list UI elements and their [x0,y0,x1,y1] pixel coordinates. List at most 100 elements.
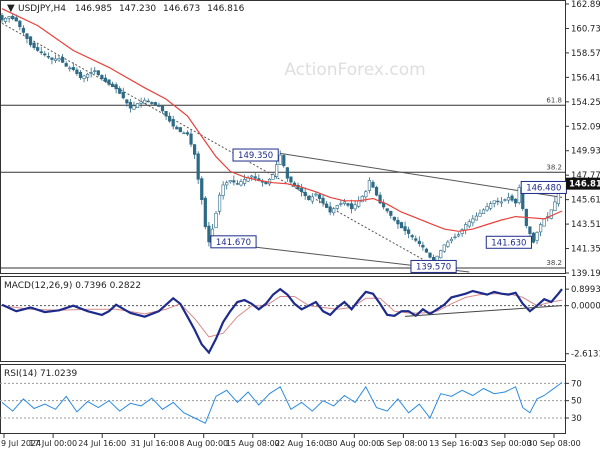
candle-body [514,198,518,204]
candle-body [82,75,86,79]
candle-body [421,244,425,248]
candle-body [335,205,339,209]
candle-body [442,244,446,252]
rsi-axis-label: 70 [571,379,582,389]
rsi-panel: RSI(14) 71.0239 [0,364,566,434]
price-axis-label: 149.930 [571,147,600,157]
candle-body [378,194,382,204]
fib-level-label: 38.2 [546,163,562,171]
candle-body [242,179,247,184]
price-header: ▼ USDJPY,H4 146.985 147.230 146.673 146.… [7,3,245,14]
rsi-label: RSI(14) 71.0239 [4,369,77,379]
time-axis-label: 23 Sep 00:00 [478,439,531,448]
candle-body [321,197,325,204]
candle-body [332,208,336,214]
candle-body [139,101,143,104]
candle-body [175,126,179,130]
price-axis-label: 139.190 [571,269,600,279]
candle-body [517,187,521,204]
candle-body [18,20,22,28]
candle-body [253,176,257,179]
price-axis-label: 143.510 [571,220,600,230]
candle-body [25,33,29,39]
candle-body [474,215,478,221]
price-trendline [280,152,563,198]
price-panel: ActionForex.com 61.8 38.2 38.2 149.350 141.… [0,0,567,274]
candle-body [349,203,354,210]
candle-body [503,199,507,201]
candle-body [275,164,279,177]
candle-body [542,218,546,227]
symbol-label: USDJPY,H4 [18,4,66,14]
price-annotation-label: 149.350 [238,151,273,161]
candle-body [43,53,47,56]
candle-body [28,36,33,46]
candle-body [189,133,193,145]
candle-body [528,226,532,234]
candle-body [424,248,429,253]
candle-body [228,180,232,183]
candle-body [7,16,11,19]
candle-body [460,229,464,234]
candle-body [214,212,218,229]
price-annotation-label: 146.480 [526,183,561,193]
fib-level-label: 38.2 [546,259,562,267]
candle-body [46,56,50,58]
price-annotation-label: 139.570 [416,262,451,272]
candle-body [121,91,125,99]
candle-body [428,252,432,258]
candle-body [496,200,500,203]
price-axis-label: 160.730 [571,24,600,34]
candle-body [282,155,286,167]
candle-body [407,229,411,234]
candle-body [232,180,236,183]
price-annotations: 149.350 141.670 139.570 146.480 141.630 [210,148,567,273]
candle-body [160,105,165,112]
candle-body [89,72,93,74]
candle-body [553,201,557,211]
rsi-axis-label: 30 [571,414,582,424]
candle-body [481,209,486,214]
current-price-tag [566,177,600,190]
price-axis-label: 156.410 [571,73,600,83]
candle-body [478,212,482,217]
price-axis-label: 145.610 [571,196,600,206]
candle-body [342,201,347,204]
candle-body [3,17,8,22]
price-annotation-label: 141.670 [216,238,251,248]
candle-body [164,110,168,117]
candle-body [96,70,100,76]
candle-body [510,195,514,201]
candle-body [346,203,350,206]
candle-body [185,132,190,135]
candle-body [403,226,407,232]
price-annotation-label: 141.630 [491,238,526,248]
rsi-panel-frame [0,364,566,434]
open-value: 146.985 [75,4,112,14]
candle-body [39,51,43,54]
candle-body [225,182,229,186]
price-axis-label: 152.090 [571,122,600,132]
candle-body [392,216,396,221]
macd-axis-label: -2.6131 [571,350,600,360]
candle-body [100,75,104,80]
candle-body [193,144,197,155]
candle-body [471,218,475,224]
candle-body [32,42,36,48]
macd-axis-label: 0.0000 [571,302,600,312]
time-axis-label: 30 Sep 08:00 [527,439,580,448]
candle-body [417,240,421,245]
candle-body [168,115,172,122]
price-axis-label: 141.350 [571,245,600,255]
time-axis-label: 9 Jul 2024 [1,439,41,448]
candle-body [538,224,543,233]
time-axis-label: 8 Aug 00:00 [179,439,228,448]
candle-body [135,103,140,108]
candle-body [178,127,182,133]
candle-body [128,101,133,109]
candle-body [492,200,496,204]
candle-body [78,72,83,78]
price-axis-label: 154.250 [571,98,600,108]
close-value: 146.816 [207,4,244,14]
